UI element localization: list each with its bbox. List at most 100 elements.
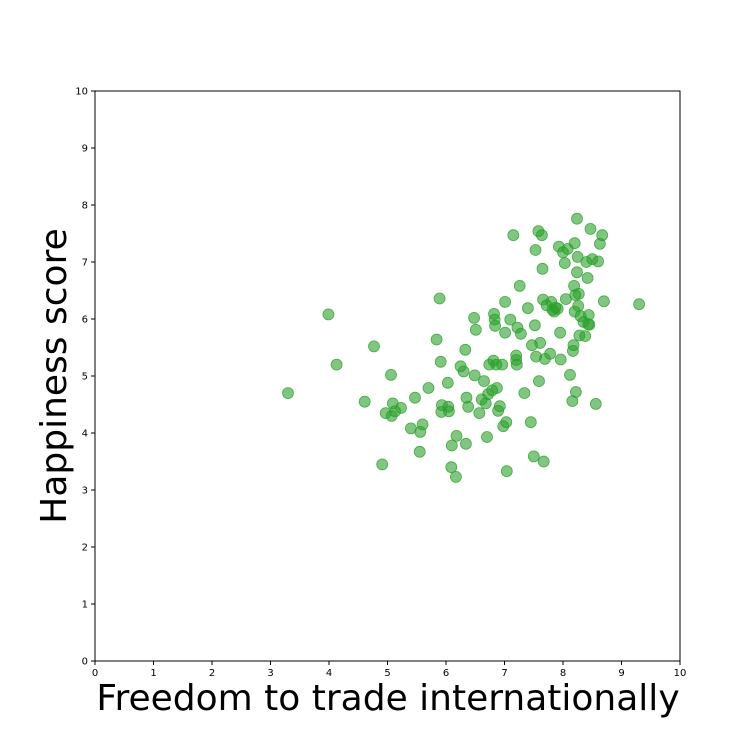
data-point — [413, 445, 426, 458]
data-point — [564, 368, 576, 381]
data-point — [322, 308, 335, 321]
data-point — [572, 299, 585, 312]
y-tick-label: 10 — [75, 87, 88, 98]
x-tick-label: 6 — [443, 668, 449, 679]
data-points — [282, 212, 645, 483]
data-point — [571, 250, 584, 263]
data-point — [571, 212, 583, 225]
data-point — [592, 255, 604, 268]
data-point — [499, 295, 512, 308]
y-tick-label: 1 — [82, 600, 88, 611]
data-point — [468, 369, 481, 382]
data-point — [533, 375, 545, 388]
data-point — [358, 395, 371, 408]
x-tick-label: 10 — [674, 668, 687, 679]
data-point — [489, 319, 502, 332]
data-point — [422, 382, 435, 394]
y-tick-label: 7 — [82, 258, 88, 269]
data-point — [558, 257, 571, 270]
data-point — [554, 326, 566, 339]
data-point — [589, 397, 602, 410]
y-tick-label: 9 — [82, 144, 88, 155]
x-axis-ticks: 0 1 2 3 4 5 6 7 8 9 10 — [92, 661, 687, 679]
x-tick-label: 9 — [618, 668, 624, 679]
data-point — [445, 439, 458, 452]
y-tick-label: 5 — [82, 372, 88, 383]
data-point — [536, 229, 548, 242]
x-axis-label: Freedom to trade internationally — [96, 678, 679, 719]
data-point — [445, 461, 458, 474]
data-point — [496, 358, 509, 371]
data-point — [473, 407, 486, 420]
data-point — [515, 327, 527, 340]
data-point — [457, 365, 470, 378]
data-point — [499, 326, 512, 339]
data-point — [493, 400, 506, 413]
y-axis-ticks: 0 1 2 3 4 5 6 7 8 9 10 — [75, 87, 95, 668]
data-point — [529, 319, 541, 332]
data-point — [534, 336, 547, 349]
data-point — [459, 437, 472, 450]
data-point — [568, 237, 581, 250]
data-point — [567, 339, 580, 352]
x-tick-label: 7 — [501, 668, 507, 679]
data-point — [527, 450, 540, 463]
data-point — [518, 387, 531, 400]
y-tick-label: 0 — [82, 657, 88, 668]
x-tick-label: 5 — [384, 668, 390, 679]
data-point — [598, 295, 610, 308]
data-point — [529, 244, 542, 256]
data-point — [490, 382, 503, 394]
data-point — [459, 343, 472, 356]
data-point — [596, 229, 609, 242]
data-point — [481, 431, 493, 443]
data-point — [510, 358, 523, 371]
data-point — [409, 391, 421, 404]
data-point — [507, 229, 520, 242]
data-point — [416, 418, 429, 431]
data-point — [551, 302, 564, 315]
data-point — [524, 416, 537, 429]
data-point — [537, 455, 550, 468]
y-tick-label: 8 — [82, 201, 88, 212]
y-axis-label: Happiness score — [34, 228, 75, 524]
data-point — [430, 333, 443, 346]
data-point — [462, 400, 475, 413]
data-point — [500, 416, 513, 429]
data-point — [368, 340, 380, 353]
data-point — [581, 272, 594, 284]
data-point — [433, 292, 446, 305]
x-tick-label: 1 — [150, 668, 156, 679]
y-tick-label: 2 — [82, 543, 88, 554]
data-point — [633, 298, 645, 311]
x-tick-label: 2 — [209, 668, 215, 679]
data-point — [442, 405, 455, 418]
data-point — [478, 375, 490, 388]
x-tick-label: 8 — [560, 668, 566, 679]
data-point — [376, 458, 389, 471]
x-tick-label: 0 — [92, 668, 98, 679]
data-point — [544, 347, 556, 360]
data-point — [584, 222, 597, 235]
data-point — [500, 465, 513, 478]
data-point — [385, 368, 397, 381]
data-point — [395, 401, 407, 414]
y-tick-label: 3 — [82, 486, 88, 497]
data-point — [513, 279, 526, 292]
data-point — [522, 302, 534, 315]
data-point — [441, 376, 454, 389]
data-point — [282, 387, 294, 400]
data-point — [468, 311, 481, 324]
data-point — [434, 355, 447, 368]
data-point — [450, 429, 463, 442]
data-point — [504, 313, 517, 326]
x-tick-label: 4 — [326, 668, 332, 679]
x-tick-label: 3 — [267, 668, 273, 679]
y-tick-label: 4 — [82, 429, 88, 440]
data-point — [570, 386, 582, 398]
data-point — [554, 353, 567, 366]
data-point — [536, 262, 549, 275]
data-point — [572, 287, 585, 300]
data-point — [579, 330, 592, 343]
